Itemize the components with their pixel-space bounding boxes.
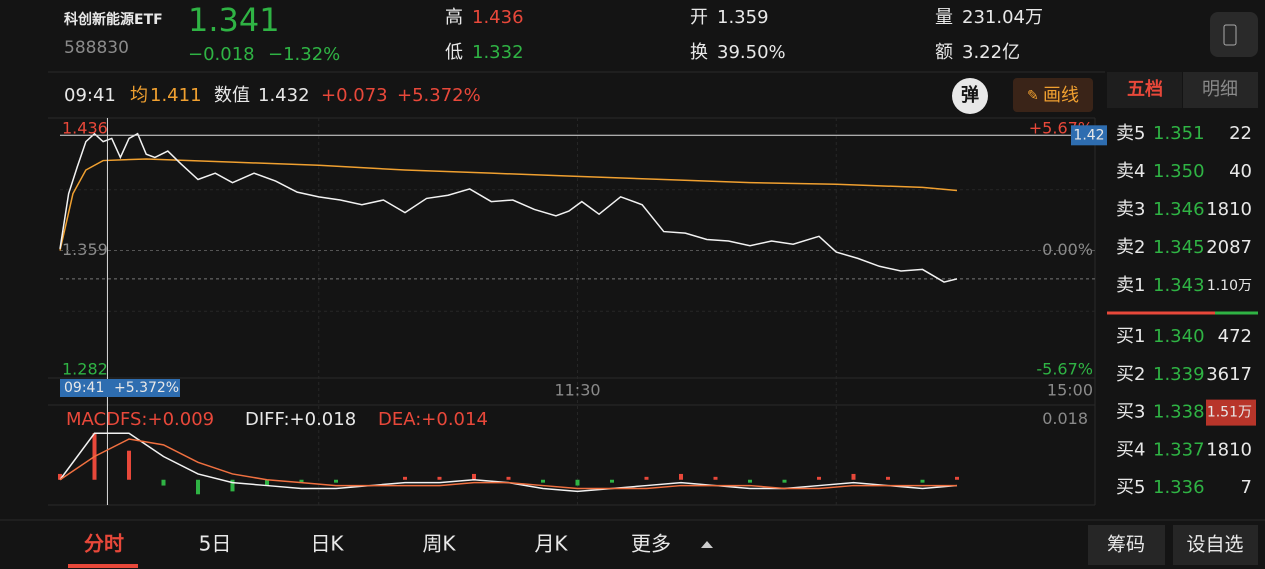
stat-value: 39.50% bbox=[717, 42, 786, 63]
bottom-tab[interactable]: 周K bbox=[422, 532, 456, 556]
draw-label: 画线 bbox=[1043, 85, 1079, 106]
bottom-button[interactable]: 筹码 bbox=[1107, 534, 1145, 556]
book-price: 1.336 bbox=[1153, 477, 1205, 498]
price-change: −0.018 bbox=[188, 44, 255, 65]
book-label: 卖3 bbox=[1116, 199, 1145, 220]
book-price: 1.337 bbox=[1153, 439, 1205, 460]
bounce-label: 弹 bbox=[961, 84, 979, 106]
tab-detail[interactable]: 明细 bbox=[1202, 79, 1238, 100]
book-volume-highlight bbox=[1206, 399, 1256, 426]
book-price: 1.345 bbox=[1153, 237, 1205, 258]
book-volume: 22 bbox=[1229, 123, 1252, 144]
crosshair-pct: +5.372% bbox=[114, 380, 179, 396]
macd-tick-label: 0.018 bbox=[1042, 409, 1088, 428]
bottom-button[interactable]: 设自选 bbox=[1186, 534, 1243, 556]
y2-tick-label: 0.00% bbox=[1042, 240, 1093, 259]
info-avg-label: 均 bbox=[130, 85, 148, 106]
book-price: 1.350 bbox=[1153, 161, 1205, 182]
book-label: 卖2 bbox=[1116, 237, 1145, 258]
stat-label: 高 bbox=[445, 7, 463, 28]
info-avg: 1.411 bbox=[150, 85, 202, 106]
crosshair-time-box bbox=[60, 379, 180, 397]
bottom-tab[interactable]: 月K bbox=[534, 532, 568, 556]
draw-button[interactable] bbox=[1013, 78, 1093, 112]
info-value: 1.432 bbox=[258, 85, 310, 106]
bottom-tab[interactable]: 5日 bbox=[199, 532, 232, 556]
book-label: 卖1 bbox=[1116, 275, 1145, 296]
bounce-button[interactable] bbox=[952, 78, 988, 114]
y-tick-label: 1.436 bbox=[62, 119, 108, 138]
tab-bg bbox=[1183, 72, 1258, 108]
book-volume: 1810 bbox=[1206, 199, 1252, 220]
info-value-label: 数值 bbox=[214, 85, 250, 106]
stat-label: 换 bbox=[690, 42, 708, 63]
book-volume: 7 bbox=[1241, 477, 1252, 498]
phone-icon bbox=[1223, 24, 1237, 46]
button-bg bbox=[1088, 525, 1165, 565]
bottom-tab[interactable]: 分时 bbox=[84, 532, 124, 556]
last-price: 1.341 bbox=[188, 1, 280, 39]
book-label: 卖4 bbox=[1116, 161, 1145, 182]
y-tick-label: 1.282 bbox=[62, 360, 108, 379]
macd-line bbox=[59, 438, 957, 490]
avg-price-line bbox=[59, 158, 958, 251]
macd-label: MACDFS:+0.009 bbox=[66, 409, 214, 430]
fund-code: 588830 bbox=[64, 38, 129, 58]
more-arrow bbox=[701, 541, 713, 548]
crosshair-price: 1.42 bbox=[1073, 127, 1104, 143]
stat-label: 量 bbox=[935, 7, 953, 28]
stat-value: 3.22亿 bbox=[962, 42, 1020, 63]
bottom-tab[interactable]: 日K bbox=[310, 532, 344, 556]
crosshair-time: 09:41 bbox=[64, 380, 104, 396]
info-change: +0.073 bbox=[321, 85, 388, 106]
book-price: 1.343 bbox=[1153, 275, 1205, 296]
button-bg bbox=[1173, 525, 1258, 565]
crosshair-price-box bbox=[1071, 125, 1107, 146]
tab-bg bbox=[1107, 72, 1182, 108]
book-label: 买4 bbox=[1116, 439, 1145, 460]
stat-label: 低 bbox=[445, 42, 463, 63]
active-tab-underline bbox=[68, 564, 138, 568]
book-volume: 40 bbox=[1229, 161, 1252, 182]
stat-value: 1.359 bbox=[717, 7, 769, 28]
tab-five-levels[interactable]: 五档 bbox=[1127, 78, 1163, 100]
book-volume: 1.10万 bbox=[1207, 278, 1252, 294]
x-tick-label: 15:00 bbox=[1047, 381, 1093, 400]
stat-value: 1.332 bbox=[472, 42, 524, 63]
book-price: 1.340 bbox=[1153, 326, 1205, 347]
book-label: 买5 bbox=[1116, 477, 1145, 498]
book-label: 买3 bbox=[1116, 402, 1145, 423]
book-price: 1.339 bbox=[1153, 364, 1205, 385]
price-change-pct: −1.32% bbox=[268, 44, 340, 65]
book-label: 买1 bbox=[1116, 326, 1145, 347]
stat-value: 1.436 bbox=[472, 7, 524, 28]
info-change-pct: +5.372% bbox=[397, 85, 481, 106]
phone-button[interactable] bbox=[1210, 12, 1258, 57]
x-tick-label: 11:30 bbox=[554, 381, 600, 400]
book-label: 卖5 bbox=[1116, 123, 1145, 144]
book-volume: 472 bbox=[1218, 326, 1252, 347]
book-volume: 1810 bbox=[1206, 439, 1252, 460]
stat-label: 额 bbox=[935, 42, 953, 63]
y2-tick-label: -5.67% bbox=[1036, 360, 1093, 379]
macd-label: DIFF:+0.018 bbox=[245, 409, 356, 430]
info-time: 09:41 bbox=[64, 85, 116, 106]
book-label: 买2 bbox=[1116, 364, 1145, 385]
stat-label: 开 bbox=[690, 7, 708, 28]
macd-label: DEA:+0.014 bbox=[378, 409, 488, 430]
book-volume: 1.51万 bbox=[1207, 405, 1252, 421]
book-price: 1.338 bbox=[1153, 402, 1205, 423]
price-line bbox=[59, 132, 958, 283]
stat-value: 231.04万 bbox=[962, 7, 1043, 28]
book-volume: 3617 bbox=[1206, 364, 1252, 385]
y-tick-label: 1.359 bbox=[62, 240, 108, 259]
bottom-tab[interactable]: 更多 bbox=[631, 532, 671, 556]
book-price: 1.346 bbox=[1153, 199, 1205, 220]
book-volume: 2087 bbox=[1206, 237, 1252, 258]
fund-name: 科创新能源ETF bbox=[64, 11, 163, 28]
book-price: 1.351 bbox=[1153, 123, 1205, 144]
draw-icon: ✎ bbox=[1027, 88, 1039, 104]
